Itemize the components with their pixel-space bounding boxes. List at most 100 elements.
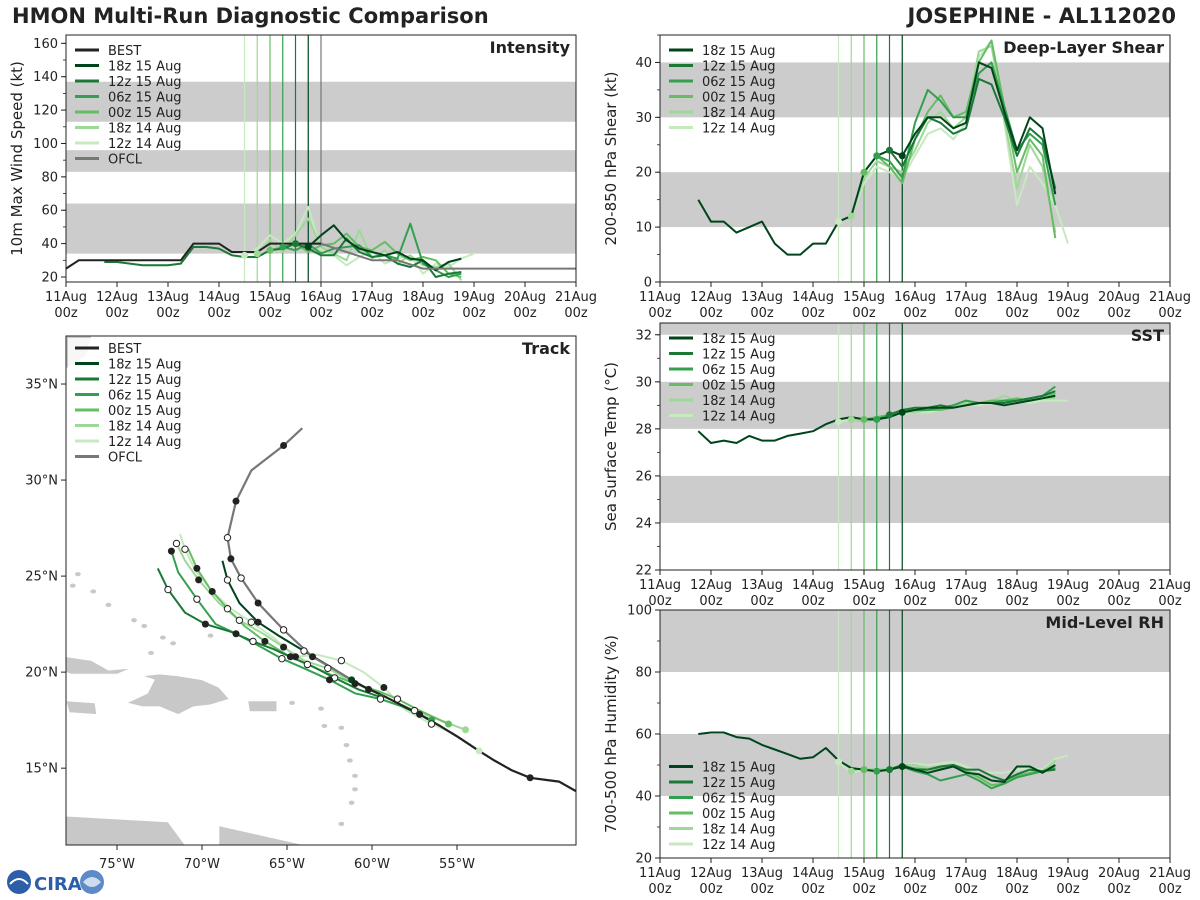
- rh-xtick-label: 00z: [852, 882, 876, 897]
- sst-xtick-label: 00z: [1158, 594, 1182, 609]
- rh-xtick-label: 17Aug: [945, 866, 987, 881]
- rh-xtick-label: 00z: [699, 882, 723, 897]
- intensity-series-OFCL: [308, 242, 576, 270]
- track-init-marker: [462, 726, 469, 734]
- track-marker: [280, 643, 288, 651]
- hispaniola-shape: [125, 669, 230, 715]
- shear-init-marker: [847, 212, 855, 220]
- shear-xtick-label: 00z: [699, 306, 723, 321]
- intensity-xtick-label: 00z: [105, 306, 129, 321]
- rh-xtick-label: 19Aug: [1047, 866, 1089, 881]
- intensity-ytick-label: 20: [41, 270, 58, 285]
- track-marker: [261, 637, 269, 645]
- rh-init-marker: [886, 766, 893, 774]
- sst-legend-label: 18z 15 Aug: [702, 332, 776, 347]
- island-9: [337, 725, 345, 731]
- shear-xtick-label: 12Aug: [690, 290, 732, 305]
- track-init-marker: [475, 747, 483, 755]
- shear-ytick-label: 0: [644, 276, 652, 291]
- island-0: [342, 742, 350, 748]
- shear-xtick-label: 00z: [750, 306, 774, 321]
- intensity-legend-label: BEST: [108, 44, 141, 59]
- intensity-init-marker: [292, 240, 299, 248]
- sst-xtick-label: 00z: [699, 594, 723, 609]
- rh-init-marker: [860, 766, 868, 774]
- rh-xtick-label: 18Aug: [996, 866, 1038, 881]
- island-5: [337, 821, 345, 827]
- rh-xtick-label: 15Aug: [843, 866, 885, 881]
- intensity-xtick-label: 00z: [156, 306, 180, 321]
- island-15: [89, 588, 97, 595]
- shear-series-12z-14-Aug: [838, 39, 1069, 244]
- track-ytick-label: 35°N: [25, 378, 58, 393]
- shear-init-marker: [860, 168, 868, 176]
- shear-xtick-label: 00z: [954, 306, 978, 321]
- shear-legend-label: 18z 14 Aug: [702, 106, 776, 121]
- track-marker-open: [235, 616, 244, 624]
- track-marker: [365, 685, 373, 693]
- island-6: [320, 723, 328, 729]
- island-13: [130, 617, 138, 623]
- island-18: [147, 650, 155, 656]
- island-11: [169, 640, 177, 647]
- intensity-ytick-label: 120: [33, 104, 58, 119]
- land-masses: [66, 336, 359, 845]
- sst-xtick-label: 00z: [852, 594, 876, 609]
- shear-band-0: [660, 172, 1170, 228]
- intensity-xtick-label: 00z: [207, 306, 231, 321]
- rh-xtick-label: 21Aug: [1149, 866, 1191, 881]
- logo-text: CIRA: [34, 874, 82, 895]
- sst-title: SST: [1131, 326, 1164, 345]
- intensity-legend-label: 00z 15 Aug: [108, 106, 182, 121]
- track-marker: [167, 547, 175, 555]
- track-marker-open: [427, 720, 436, 728]
- rh-legend-label: 12z 14 Aug: [702, 838, 776, 853]
- rh-ytick-label: 20: [635, 852, 652, 867]
- track-xtick-label: 75°W: [99, 857, 135, 872]
- sst-init-marker: [886, 411, 893, 419]
- rh-init-marker: [898, 763, 906, 771]
- shear-xtick-label: 00z: [1158, 306, 1182, 321]
- track-marker-open: [249, 637, 257, 646]
- venezuela-shape: [218, 825, 305, 845]
- intensity-xtick-label: 17Aug: [351, 290, 393, 305]
- intensity-init-marker: [241, 251, 248, 259]
- track-legend-label: 12z 14 Aug: [108, 435, 182, 450]
- intensity-xtick-label: 00z: [462, 306, 486, 321]
- island-19: [207, 632, 215, 639]
- panel-shear: 01020304011Aug00z12Aug00z13Aug00z14Aug00…: [602, 34, 1191, 321]
- island-12: [140, 623, 148, 629]
- sst-init-marker: [835, 418, 842, 426]
- sst-xtick-label: 18Aug: [996, 578, 1038, 593]
- island-8: [288, 700, 296, 706]
- shear-xtick-label: 15Aug: [843, 290, 885, 305]
- track-legend-label: 12z 15 Aug: [108, 373, 182, 388]
- intensity-title: Intensity: [490, 38, 571, 57]
- sst-ytick-label: 30: [635, 375, 652, 390]
- shear-xtick-label: 00z: [801, 306, 825, 321]
- sst-band-2: [660, 323, 1170, 335]
- island-16: [69, 582, 77, 589]
- shear-xtick-label: 18Aug: [996, 290, 1038, 305]
- shear-band-1: [660, 62, 1170, 118]
- best-marker: [416, 710, 424, 718]
- track-xtick-label: 70°W: [184, 857, 220, 872]
- intensity-init-marker: [266, 246, 274, 254]
- track-marker-open: [247, 618, 256, 626]
- intensity-legend-label: OFCL: [108, 153, 143, 168]
- rh-xtick-label: 20Aug: [1098, 866, 1140, 881]
- sst-init-marker: [860, 415, 868, 423]
- track-legend-label: 18z 15 Aug: [108, 358, 182, 373]
- sst-xtick-label: 00z: [903, 594, 927, 609]
- track-marker-open: [337, 656, 346, 665]
- intensity-xtick-label: 13Aug: [147, 290, 189, 305]
- island-10: [159, 634, 167, 641]
- intensity-ytick-label: 40: [41, 237, 58, 252]
- shear-init-marker: [898, 152, 906, 160]
- rh-xtick-label: 00z: [1005, 882, 1029, 897]
- rh-xtick-label: 00z: [954, 882, 978, 897]
- intensity-init-marker: [253, 250, 261, 258]
- track-marker-open: [278, 654, 286, 663]
- shear-xtick-label: 17Aug: [945, 290, 987, 305]
